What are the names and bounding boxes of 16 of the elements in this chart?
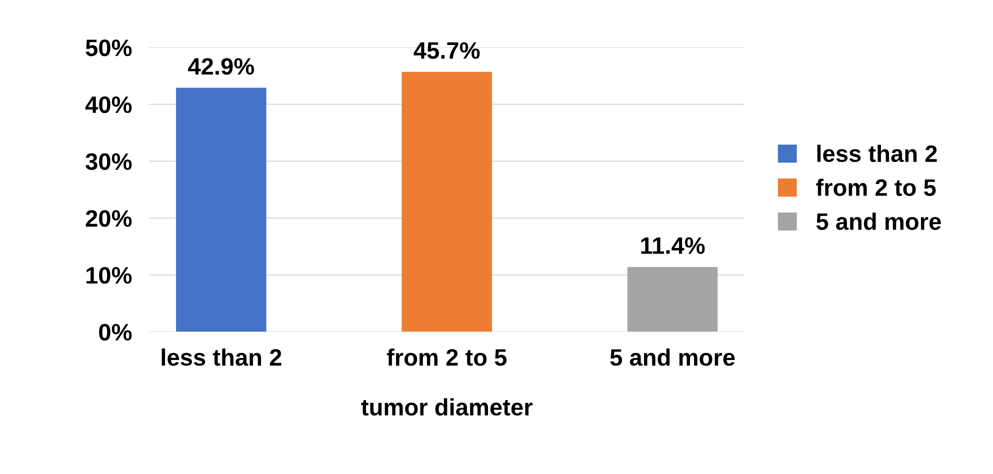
y-tick-label: 50% (86, 39, 132, 56)
legend-label: 5 and more (816, 212, 941, 230)
legend-label: from 2 to 5 (816, 178, 936, 196)
x-tick-label: less than 2 (162, 348, 282, 366)
x-tick-label: from 2 to 5 (386, 348, 507, 366)
data-label: 42.9% (188, 58, 254, 75)
data-label: 11.4% (641, 237, 705, 254)
y-tick-label: 0% (99, 324, 132, 341)
x-tick-label: 5 and more (610, 348, 735, 366)
y-tick-label: 30% (86, 153, 132, 170)
x-axis-title: tumor diameter (361, 398, 532, 416)
legend-label: less than 2 (817, 144, 937, 162)
y-tick-label: 20% (86, 210, 132, 227)
data-label: 45.7% (414, 42, 480, 59)
y-tick-label: 10% (86, 266, 132, 284)
y-tick-label: 40% (85, 96, 132, 114)
